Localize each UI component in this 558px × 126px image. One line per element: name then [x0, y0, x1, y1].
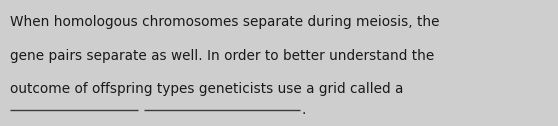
Text: outcome of offspring types geneticists use a grid called a: outcome of offspring types geneticists u…	[10, 82, 403, 96]
Text: .: .	[301, 103, 306, 117]
Text: gene pairs separate as well. In order to better understand the: gene pairs separate as well. In order to…	[10, 49, 434, 62]
Text: When homologous chromosomes separate during meiosis, the: When homologous chromosomes separate dur…	[10, 15, 440, 29]
